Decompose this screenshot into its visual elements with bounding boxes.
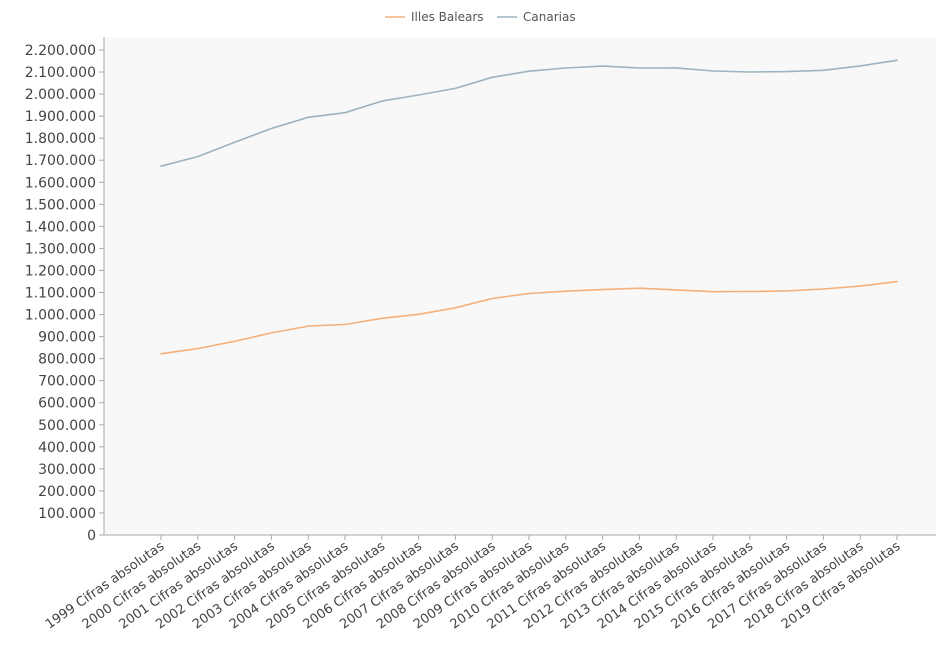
y-tick-label: 200.000 (38, 484, 96, 500)
y-axis: 0 100.000 200.000 300.000 400.000 500.000 600.… (25, 37, 105, 544)
legend: Illes Balears Canarias (385, 10, 576, 24)
y-tick-label: 100.000 (38, 506, 96, 522)
y-tick-label: 1.600.000 (25, 175, 96, 191)
y-tick-label: 500.000 (38, 418, 96, 434)
y-tick-label: 1.400.000 (25, 219, 96, 235)
y-tick-label: 600.000 (38, 396, 96, 412)
y-tick-label: 1.000.000 (25, 308, 96, 324)
y-tick-label: 300.000 (38, 462, 96, 478)
legend-item: Illes Balears (385, 10, 484, 24)
y-tick-label: 1.800.000 (25, 131, 96, 147)
y-tick-label: 1.700.000 (25, 153, 96, 169)
y-tick-label: 2.000.000 (25, 87, 96, 103)
y-tick-label: 800.000 (38, 352, 96, 368)
y-tick-label: 1.300.000 (25, 241, 96, 257)
y-tick-label: 900.000 (38, 330, 96, 346)
y-tick-label: 1.100.000 (25, 286, 96, 302)
legend-item: Canarias (497, 10, 576, 24)
y-tick-label: 1.500.000 (25, 197, 96, 213)
legend-label: Canarias (523, 10, 576, 24)
series-line-illes-balears (160, 280, 898, 355)
series-layer (160, 59, 898, 355)
y-tick-label: 400.000 (38, 440, 96, 456)
legend-label: Illes Balears (411, 10, 484, 24)
y-tick-label: 700.000 (38, 374, 96, 390)
y-tick-label: 1.200.000 (25, 263, 96, 279)
y-tick-label: 1.900.000 (25, 109, 96, 125)
series-line-canarias (160, 59, 898, 167)
y-tick-label: 0 (87, 528, 96, 544)
plot-area (104, 37, 936, 535)
y-tick-label: 2.100.000 (25, 65, 96, 81)
y-tick-label: 2.200.000 (25, 43, 96, 59)
